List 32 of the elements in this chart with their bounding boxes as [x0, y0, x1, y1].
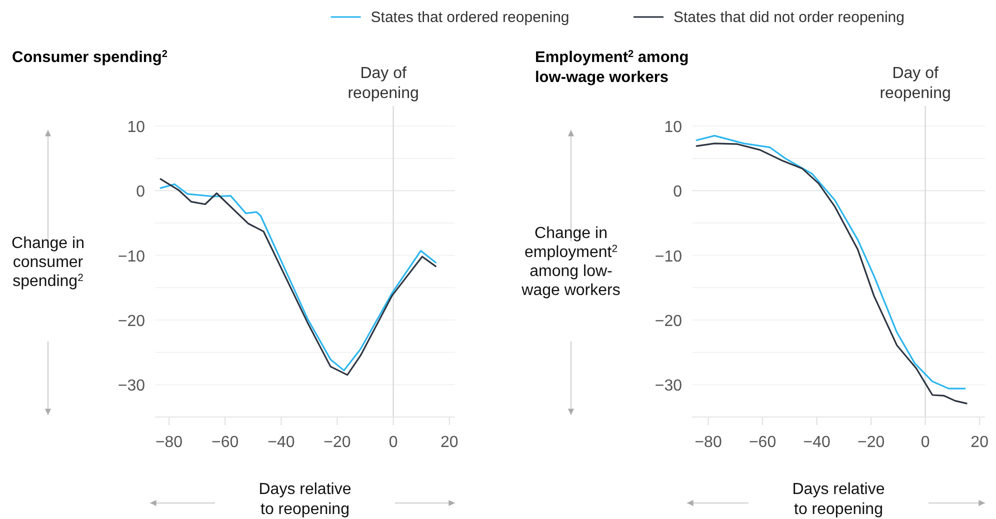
y-axis-title: Change in employment$^{2}$ among low-wage workers — [520, 225, 620, 299]
x-tick-label: 0 — [920, 434, 930, 451]
y-tick-label: 0 — [136, 184, 146, 201]
x-tick-label: −60 — [748, 434, 776, 451]
x-tick-label: −80 — [155, 434, 183, 451]
x-tick-label: −40 — [268, 434, 295, 451]
x-tick-label: −80 — [694, 434, 722, 451]
legend-label: States that did not order reopening — [674, 9, 904, 26]
y-tick-label: 0 — [673, 184, 682, 201]
x-tick-label: −20 — [857, 434, 885, 451]
chart-title: Consumer spending$^{2}$ — [12, 48, 168, 66]
ref-line-label: Day of reopening — [880, 65, 951, 102]
y-tick-label: −20 — [118, 313, 146, 330]
x-tick-label: −20 — [324, 434, 351, 451]
y-tick-label: 10 — [127, 119, 146, 136]
x-tick-label: 20 — [970, 434, 989, 451]
y-tick-label: −30 — [118, 378, 146, 395]
y-tick-label: −20 — [654, 313, 682, 330]
x-tick-label: −40 — [803, 434, 830, 451]
chart-title: Employment$^{2}$ among low-wage workers — [535, 48, 689, 86]
y-tick-label: 10 — [664, 119, 682, 136]
y-tick-label: −10 — [118, 248, 146, 266]
x-axis-title: Days relative to reopening — [258, 481, 352, 518]
x-tick-label: −60 — [212, 434, 239, 451]
y-tick-label: −10 — [654, 248, 682, 266]
ref-line-label: Day of reopening — [348, 65, 419, 102]
y-tick-label: −30 — [654, 378, 682, 395]
x-tick-label: 20 — [440, 434, 458, 451]
y-axis-title: Change in consumer spending$^{2}$ — [12, 235, 84, 290]
legend-label: States that ordered reopening — [370, 9, 570, 26]
x-tick-label: 0 — [388, 434, 398, 451]
x-axis-title: Days relative to reopening — [792, 481, 885, 518]
